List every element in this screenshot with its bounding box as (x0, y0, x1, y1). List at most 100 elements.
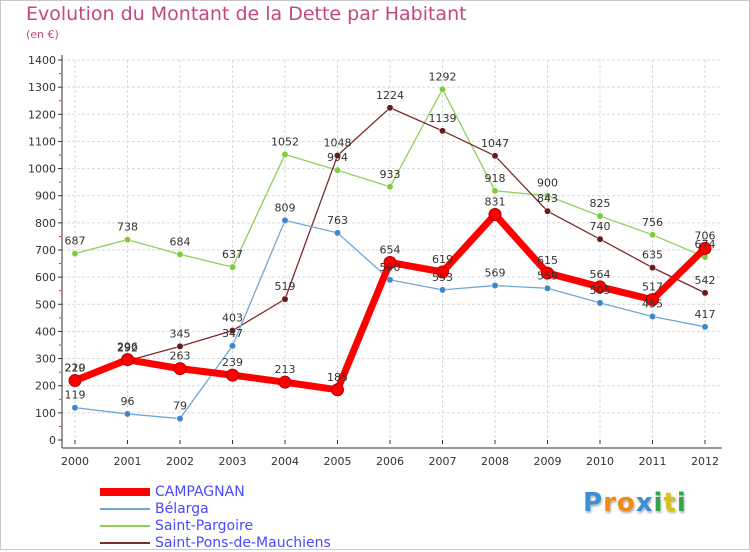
y-tick-label: 400 (35, 325, 56, 338)
y-tick-label: 300 (35, 353, 56, 366)
x-axis-ticks: 2000 2001 2002 2003 2004 2005 2006 2007 2008 2009… (61, 440, 719, 468)
y-tick-label: 500 (35, 298, 56, 311)
data-label-belarga: 569 (485, 267, 506, 280)
y-tick-label: 800 (35, 217, 56, 230)
data-point-saint-pons-de-mauchiens (281, 295, 289, 303)
legend-label: CAMPAGNAN (155, 484, 245, 500)
line-chart: 0 100 200 300 400 500 600 700 800 900 1000 1100 1200… (28, 54, 722, 468)
x-tick-label: 2005 (324, 455, 352, 468)
data-point-campagnan (331, 383, 344, 397)
data-point-saint-pons-de-mauchiens (176, 342, 184, 350)
data-label-saint-pargoire: 684 (170, 235, 191, 248)
data-point-saint-pargoire (596, 212, 604, 220)
data-label-saint-pargoire: 933 (380, 168, 401, 181)
logo-letter: o (616, 488, 636, 518)
data-label-saint-pargoire: 674 (695, 238, 716, 251)
data-label-campagnan: 615 (537, 254, 558, 267)
data-label-belarga: 79 (173, 400, 187, 413)
data-point-saint-pargoire (71, 250, 79, 257)
data-point-saint-pons-de-mauchiens (596, 235, 604, 243)
data-point-belarga (334, 229, 341, 237)
data-label-saint-pons-de-mauchiens: 1139 (429, 112, 457, 125)
y-tick-label: 900 (35, 190, 56, 203)
x-tick-label: 2002 (166, 455, 194, 468)
x-tick-label: 2000 (61, 455, 89, 468)
data-point-campagnan (383, 255, 397, 269)
data-point-campagnan (593, 280, 607, 294)
data-label-campagnan: 239 (222, 356, 243, 369)
data-label-saint-pons-de-mauchiens: 220 (65, 361, 86, 374)
data-label-saint-pons-de-mauchiens: 542 (695, 274, 716, 287)
data-point-belarga (491, 282, 499, 290)
data-point-saint-pargoire (334, 166, 341, 174)
y-tick-label: 100 (35, 407, 56, 420)
data-point-saint-pons-de-mauchiens (439, 127, 446, 135)
data-label-belarga: 590 (380, 261, 401, 274)
x-tick-label: 2001 (114, 455, 142, 468)
data-point-saint-pargoire (176, 250, 184, 258)
data-point-saint-pargoire (544, 192, 551, 200)
legend-swatch (100, 488, 150, 496)
y-tick-label: 1300 (28, 81, 56, 94)
data-label-saint-pargoire: 756 (642, 216, 663, 229)
data-label-belarga: 809 (275, 201, 296, 214)
y-tick-label: 1400 (28, 54, 56, 67)
data-label-saint-pons-de-mauchiens: 1047 (481, 137, 509, 150)
data-label-campagnan: 219 (65, 362, 86, 375)
data-labels: 687 738 684 637 1052 994 933 1292 918 900 825 756 67… (65, 70, 716, 412)
data-point-saint-pargoire (386, 183, 394, 191)
data-point-saint-pons-de-mauchiens (649, 264, 656, 272)
data-label-saint-pons-de-mauchiens: 740 (590, 220, 611, 233)
data-label-campagnan: 654 (380, 243, 401, 256)
y-tick-label: 1100 (28, 135, 56, 148)
data-point-campagnan (488, 207, 502, 221)
data-point-campagnan (436, 265, 449, 279)
data-label-saint-pons-de-mauchiens: 843 (537, 192, 558, 205)
data-point-campagnan (173, 362, 187, 376)
data-label-campagnan: 185 (327, 371, 348, 384)
y-tick-label: 1200 (28, 108, 56, 121)
data-label-saint-pons-de-mauchiens: 345 (170, 327, 191, 340)
data-point-belarga (649, 313, 656, 320)
data-point-belarga (386, 276, 394, 284)
data-label-saint-pargoire: 994 (327, 151, 348, 164)
data-label-saint-pons-de-mauchiens: 403 (222, 312, 243, 325)
data-label-saint-pargoire: 1292 (429, 70, 457, 83)
data-label-belarga: 553 (432, 271, 453, 284)
data-label-campagnan: 517 (642, 281, 663, 294)
data-point-saint-pargoire (439, 85, 446, 93)
x-tick-label: 2010 (586, 455, 614, 468)
data-label-saint-pargoire: 1052 (271, 135, 299, 148)
data-label-belarga: 96 (121, 395, 135, 408)
data-point-saint-pons-de-mauchiens (701, 289, 709, 297)
legend-label: Saint-Pons-de-Mauchiens (155, 535, 331, 551)
data-point-campagnan (68, 374, 82, 388)
legend-swatch (100, 508, 150, 510)
data-point-saint-pons-de-mauchiens (334, 152, 341, 159)
data-point-saint-pons-de-mauchiens (491, 152, 499, 160)
data-point-saint-pargoire (649, 231, 656, 239)
data-point-saint-pargoire (124, 236, 131, 244)
data-point-saint-pargoire (229, 263, 236, 271)
x-tick-label: 2003 (219, 455, 247, 468)
data-point-campagnan (226, 368, 239, 382)
y-axis-ticks: 0 100 200 300 400 500 600 700 800 900 1000 1100 1200… (28, 54, 62, 447)
x-tick-label: 2011 (639, 455, 667, 468)
data-point-saint-pargoire (281, 151, 289, 158)
data-label-belarga: 417 (695, 308, 716, 321)
chart-unit-label: (en €) (26, 28, 59, 41)
data-point-campagnan (698, 241, 712, 255)
y-tick-label: 1000 (28, 163, 56, 176)
data-label-belarga: 559 (537, 269, 558, 282)
logo-letter: x (635, 488, 654, 518)
data-label-campagnan: 619 (432, 253, 453, 266)
data-label-campagnan: 706 (695, 229, 716, 242)
x-tick-label: 2012 (691, 455, 719, 468)
data-point-belarga (229, 342, 236, 350)
data-label-belarga: 455 (642, 298, 663, 311)
data-label-saint-pargoire: 900 (537, 177, 558, 190)
x-tick-label: 2008 (481, 455, 509, 468)
data-label-saint-pargoire: 738 (117, 221, 138, 234)
logo-letter: r (603, 488, 617, 518)
